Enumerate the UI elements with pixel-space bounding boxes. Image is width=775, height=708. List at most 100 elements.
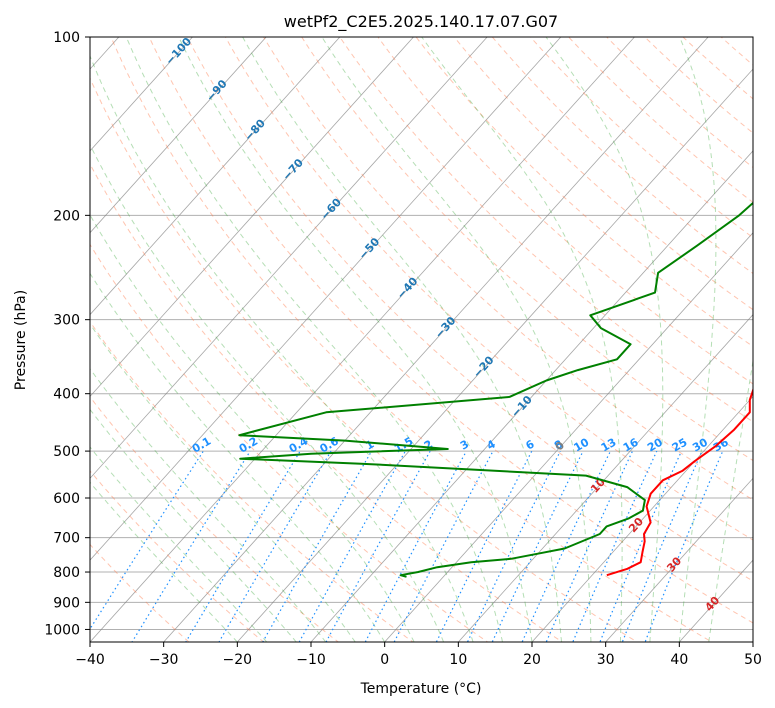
- dry-adiabat-line: [682, 37, 753, 100]
- mixing-ratio-label: 13: [599, 436, 619, 455]
- mixing-ratio-line: [545, 450, 634, 642]
- y-tick-label: 400: [53, 387, 80, 403]
- mixing-ratio-label: 20: [645, 435, 665, 454]
- x-tick-label: −20: [223, 652, 253, 668]
- x-tick-label: 30: [597, 652, 615, 668]
- mixing-ratio-line: [298, 450, 406, 642]
- y-tick-label: 300: [53, 313, 80, 329]
- isotherm-line: [90, 37, 562, 561]
- mixing-ratio-label: 25: [670, 436, 690, 455]
- mixing-ratio-label: 0.2: [237, 435, 260, 456]
- mixing-ratio-line: [393, 450, 494, 642]
- mixing-ratio-label: 1: [363, 438, 376, 453]
- mixing-ratio-line: [491, 450, 584, 642]
- moist-adiabat-line: [90, 323, 356, 642]
- x-tick-label: −30: [149, 652, 179, 668]
- moist-adiabat-line: [90, 367, 327, 642]
- mixing-ratio-line: [644, 450, 724, 642]
- isotherm-label: −20: [471, 353, 497, 380]
- dry-adiabat-line: [186, 37, 753, 582]
- moist-adiabat-line: [178, 37, 533, 642]
- mixing-ratio-line: [218, 450, 332, 642]
- dry-adiabat-line: [262, 37, 753, 501]
- mixing-ratio-line: [185, 450, 301, 642]
- dry-adiabat-line: [148, 37, 753, 624]
- dry-adiabat-line: [415, 37, 753, 348]
- mixing-ratio-line: [435, 450, 533, 642]
- moist-adiabat-line: [678, 37, 717, 642]
- chart-title: wetPf2_C2E5.2025.140.17.07.G07: [284, 12, 558, 32]
- y-tick-label: 900: [53, 595, 80, 611]
- isotherm-line: [384, 232, 753, 642]
- isotherm-line: [752, 641, 753, 642]
- moist-adiabat-line: [90, 446, 268, 642]
- axes: −40 −30 −20 −10 0 10 20 30 40 5010020030040050060…: [44, 30, 762, 668]
- dry-adiabat-line: [90, 163, 564, 642]
- dry-adiabat-line: [90, 320, 414, 642]
- moist-adiabat-line: [421, 37, 623, 642]
- y-axis-title: Pressure (hPa): [13, 290, 29, 390]
- dry-adiabat-line: [224, 37, 753, 541]
- moist-adiabat-line: [90, 408, 297, 642]
- isotherm-line: [90, 37, 414, 398]
- x-tick-label: 20: [523, 652, 541, 668]
- mixing-ratio-line: [90, 450, 204, 631]
- dry-adiabat-line: [110, 37, 713, 642]
- moist-adiabat-line: [708, 358, 753, 642]
- moist-adiabat-line: [90, 272, 386, 642]
- isotherm-line: [90, 37, 341, 316]
- mixing-ratio-label: 0.1: [190, 435, 213, 456]
- y-tick-label: 700: [53, 531, 80, 547]
- moist-adiabat-line: [242, 37, 562, 642]
- isotherm-line: [237, 68, 753, 642]
- dry-adiabat-line: [377, 37, 753, 385]
- dry-adiabat-line: [301, 37, 753, 462]
- isotherm-line: [458, 313, 753, 642]
- mixing-ratio-line: [325, 450, 431, 642]
- mixing-ratio-label: 16: [621, 435, 641, 454]
- mixing-ratio-label: 36: [711, 435, 731, 454]
- temperature-line: [606, 387, 753, 577]
- dry-adiabat-line: [529, 37, 753, 239]
- isotherm-line: [90, 37, 488, 479]
- mixing-ratio-label: 10: [571, 435, 591, 454]
- isotherm-line: [163, 37, 709, 642]
- x-tick-label: 50: [744, 652, 762, 668]
- isotherm-line: [679, 559, 753, 642]
- isotherm-line: [310, 150, 753, 642]
- dry-adiabat-line: [90, 76, 638, 642]
- isotherm-line: [90, 37, 635, 642]
- moist-adiabat-line: [90, 213, 415, 642]
- mixing-ratio-line: [521, 450, 611, 642]
- isotherm-line: [531, 395, 753, 642]
- dry-adiabat-line: [90, 470, 265, 642]
- mixing-ratio-line: [364, 450, 467, 642]
- y-tick-label: 1000: [44, 622, 80, 638]
- x-tick-label: 0: [380, 652, 389, 668]
- mixing-ratio-line: [466, 450, 561, 642]
- y-tick-label: 800: [53, 565, 80, 581]
- isotherm-line: [90, 37, 193, 152]
- dry-adiabat-line: [339, 37, 753, 423]
- y-tick-label: 600: [53, 491, 80, 507]
- moist-adiabat-line: [90, 143, 445, 642]
- plot-frame: [89, 36, 754, 643]
- isotherm-line: [605, 477, 753, 642]
- plot-area: 0.1 0.2 0.4 0.6 1 1.5 2 3 4 6 8 10 13 16 20 25 30 36−100−…: [90, 35, 753, 642]
- y-tick-label: 100: [53, 30, 80, 46]
- isotherm-line: [90, 37, 267, 234]
- x-tick-label: 40: [670, 652, 688, 668]
- x-tick-label: 10: [449, 652, 467, 668]
- dry-adiabat-line: [90, 543, 190, 642]
- x-tick-label: −10: [296, 652, 326, 668]
- isotherm-label: −100: [163, 35, 194, 68]
- dry-adiabat-line: [90, 396, 340, 642]
- x-tick-label: −40: [75, 652, 105, 668]
- moist-adiabat-line: [90, 54, 474, 642]
- mixing-ratio-line: [262, 450, 373, 642]
- y-tick-label: 200: [53, 208, 80, 224]
- x-axis-title: Temperature (°C): [360, 681, 482, 697]
- y-tick-label: 500: [53, 444, 80, 460]
- mixing-ratio-label: 6: [523, 437, 536, 452]
